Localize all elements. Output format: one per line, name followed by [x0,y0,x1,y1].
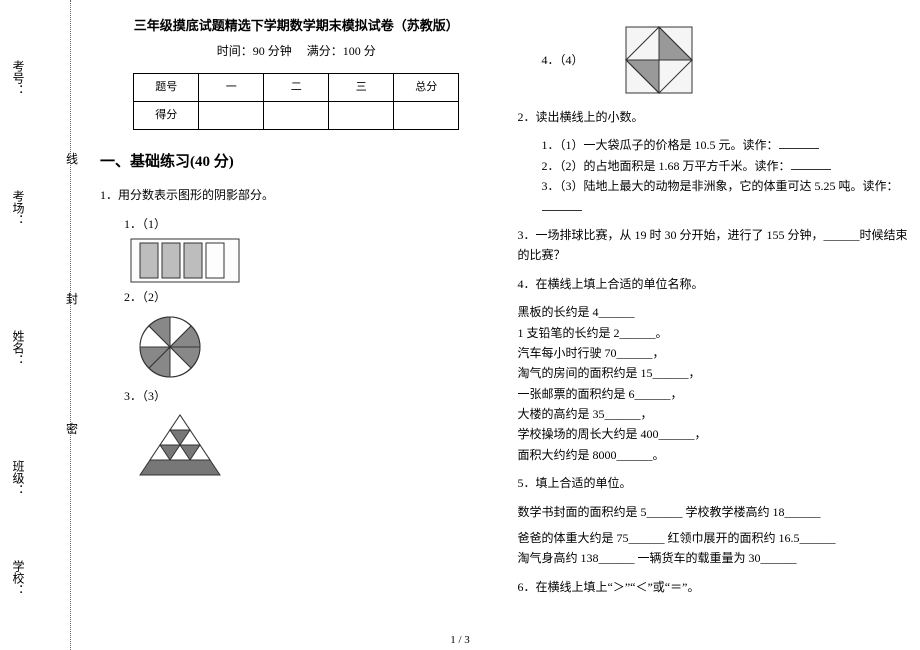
table-row: 题号 一 二 三 总分 [134,74,459,102]
q4-line: 1 支铅笔的长约是 2______。 [518,323,911,343]
question-2: 2．读出横线上的小数。 [518,107,911,127]
cell: 题号 [134,74,199,102]
q2-item-2: 2．（2）的占地面积是 1.68 万平方千米。读作： [518,156,911,176]
question-4: 4．在横线上填上合适的单位名称。 [518,274,911,294]
q4-line: 面积大约约是 8000______。 [518,445,911,465]
right-column: 4．（4） 2．读出横线上的小数。 1．（1）一大袋瓜子的价格是 10.5 元。… [518,15,911,640]
binding-label-name: 姓名： [10,330,27,366]
q4-line: 学校操场的周长大约是 400______， [518,424,911,444]
q5-line: 爸爸的体重大约是 75______ 红领巾展开的面积约 16.5______ [518,528,911,548]
cell: 二 [264,74,329,102]
cell: 一 [199,74,264,102]
q4-line: 一张邮票的面积约是 6______， [518,384,911,404]
bars-diagram [130,238,240,283]
exam-title: 三年级摸底试题精选下学期数学期末模拟试卷（苏教版） [100,15,493,37]
binding-label-school: 学校： [10,560,27,596]
cell [264,102,329,130]
time-label: 时间：90 分钟 [217,44,292,58]
question-3: 3．一场排球比赛，从 19 时 30 分开始，进行了 155 分钟，______… [518,225,911,266]
binding-marker-line: 线 [66,150,78,167]
q4-line: 黑板的长约是 4______ [518,302,911,322]
q2-item-1: 1．（1）一大袋瓜子的价格是 10.5 元。读作： [518,135,911,155]
triangle-diagram [130,410,230,480]
pie-diagram [130,312,210,382]
q4-line: 汽车每小时行驶 70______， [518,343,911,363]
square-diagram [624,25,694,95]
binding-label-class: 班级： [10,460,27,496]
q4-line: 大楼的高约是 35______， [518,404,911,424]
section-heading: 一、基础练习(40 分) [100,150,493,176]
q1-item-4: 4．（4） [518,50,584,70]
q5-line: 数学书封面的面积约是 5______ 学校教学楼高约 18______ [518,502,911,522]
score-table: 题号 一 二 三 总分 得分 [133,73,459,129]
cell [199,102,264,130]
q1-item-1: 1．（1） [100,214,493,234]
cell: 总分 [394,74,459,102]
q4-line: 淘气的房间的面积约是 15______， [518,363,911,383]
left-column: 三年级摸底试题精选下学期数学期末模拟试卷（苏教版） 时间：90 分钟 满分：10… [100,15,493,640]
binding-marker-secret: 密 [66,420,78,437]
question-6: 6．在横线上填上“＞”“＜”或“＝”。 [518,577,911,597]
cell: 得分 [134,102,199,130]
binding-label-room: 考场： [10,190,27,226]
exam-subtitle: 时间：90 分钟 满分：100 分 [100,41,493,61]
cell [329,102,394,130]
binding-label-exam-id: 考号： [10,60,27,96]
binding-margin: 考号： 线 考场： 封 姓名： 密 班级： 学校： [0,0,95,650]
page-content: 三年级摸底试题精选下学期数学期末模拟试卷（苏教版） 时间：90 分钟 满分：10… [100,15,910,640]
q2-item-3: 3．（3）陆地上最大的动物是非洲象，它的体重可达 5.25 吨。读作： [518,176,911,217]
question-1: 1．用分数表示图形的阴影部分。 [100,185,493,205]
table-row: 得分 [134,102,459,130]
question-5: 5．填上合适的单位。 [518,473,911,493]
binding-dotted-line [70,0,71,650]
cell [394,102,459,130]
q5-line: 淘气身高约 138______ 一辆货车的载重量为 30______ [518,548,911,568]
q1-item-2: 2．（2） [100,287,493,307]
full-score-label: 满分：100 分 [307,44,376,58]
binding-marker-seal: 封 [66,290,78,307]
q1-item-3: 3．（3） [100,386,493,406]
cell: 三 [329,74,394,102]
page-number: 1 / 3 [450,634,470,646]
